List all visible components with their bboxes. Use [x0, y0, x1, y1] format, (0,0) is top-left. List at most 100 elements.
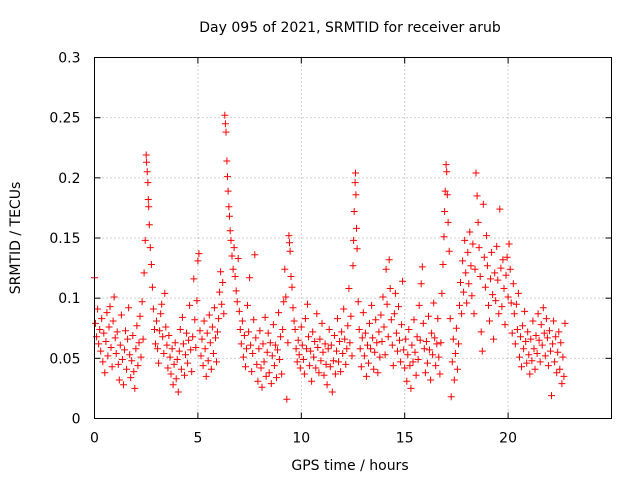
data-point [423, 359, 431, 367]
data-point [123, 365, 131, 373]
data-point [151, 326, 158, 333]
data-point [311, 338, 319, 345]
data-point [378, 338, 386, 345]
data-point [368, 301, 376, 309]
data-point [116, 341, 124, 349]
data-point [226, 212, 233, 220]
data-point [403, 377, 411, 385]
data-point [266, 339, 274, 347]
chart-title: Day 095 of 2021, SRMTID for receiver aru… [199, 20, 501, 36]
data-point [224, 173, 231, 181]
data-point [398, 321, 406, 329]
data-point [167, 370, 175, 378]
data-point [158, 300, 166, 308]
x-tick-label: 5 [193, 431, 202, 447]
data-point [404, 351, 412, 359]
data-point [102, 338, 110, 345]
data-point [250, 316, 258, 324]
data-point [472, 169, 480, 177]
data-point [259, 340, 267, 348]
data-point [373, 339, 381, 347]
data-point [343, 345, 351, 353]
data-point [333, 347, 340, 355]
data-point [201, 345, 209, 353]
data-point [199, 362, 207, 370]
data-point [195, 250, 203, 258]
data-point [467, 262, 475, 270]
data-point [355, 326, 363, 333]
data-point [555, 328, 563, 336]
data-point [347, 312, 355, 320]
data-point [326, 363, 334, 371]
data-point [406, 362, 414, 370]
data-point [166, 353, 174, 361]
data-point [154, 345, 162, 353]
data-point [466, 228, 474, 236]
data-point [299, 356, 307, 363]
data-point [391, 289, 399, 297]
data-point [220, 310, 228, 318]
data-point [558, 380, 566, 388]
data-point [217, 268, 225, 276]
data-point [352, 191, 360, 199]
data-point [536, 358, 544, 366]
y-tick-label: 0.3 [58, 51, 80, 67]
data-point [356, 345, 364, 353]
data-point [338, 328, 346, 336]
data-point [401, 364, 409, 372]
data-point [453, 365, 461, 373]
data-point [296, 364, 304, 372]
data-point [258, 383, 266, 391]
data-point [530, 345, 538, 353]
data-point [115, 376, 123, 384]
data-point [304, 300, 311, 308]
data-point [122, 327, 129, 335]
data-point [437, 339, 445, 347]
data-point [170, 360, 178, 368]
data-point [523, 359, 531, 367]
data-point [386, 285, 394, 292]
data-point [527, 335, 535, 343]
data-point [163, 341, 171, 349]
data-point [542, 315, 550, 323]
data-point [525, 351, 533, 359]
y-tick-label: 0.2 [58, 171, 80, 187]
data-point [161, 289, 169, 297]
data-point [457, 279, 464, 286]
data-point [295, 351, 303, 359]
data-point [135, 339, 143, 347]
data-point [435, 353, 443, 361]
data-point [474, 218, 482, 226]
data-point [499, 256, 507, 264]
data-point [492, 297, 500, 305]
tick-labels: 0 5 10 15 20 0 0.05 0.1 0.15 0.2 0.25 0.3 [49, 51, 517, 447]
data-point [238, 317, 246, 325]
data-point [532, 332, 540, 339]
data-point [273, 374, 280, 382]
data-point [221, 120, 229, 128]
data-point [477, 328, 485, 336]
data-point [521, 307, 529, 315]
data-point [491, 269, 499, 277]
data-point [408, 341, 416, 349]
data-point [207, 365, 215, 373]
data-point [381, 351, 389, 359]
data-point [329, 357, 337, 365]
data-point [541, 352, 549, 360]
data-point [444, 218, 452, 226]
data-point [215, 315, 223, 323]
data-point [345, 285, 353, 292]
data-point [303, 345, 310, 353]
data-point [149, 305, 157, 313]
data-point [254, 377, 262, 385]
data-point [291, 326, 299, 333]
data-point [438, 289, 446, 297]
data-point [374, 369, 382, 377]
data-point [324, 345, 332, 353]
data-point [185, 336, 193, 344]
data-point [445, 247, 453, 255]
data-point [412, 371, 420, 379]
data-point [417, 280, 425, 288]
data-point [172, 375, 180, 383]
